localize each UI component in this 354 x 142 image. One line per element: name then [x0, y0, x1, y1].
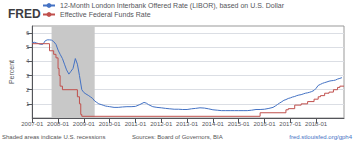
svg-text:6: 6	[26, 30, 30, 36]
svg-text:fred.stlouisfed.org/gph4: fred.stlouisfed.org/gph4	[289, 134, 352, 140]
svg-text:3: 3	[26, 73, 30, 79]
svg-text:2018-01: 2018-01	[305, 121, 328, 127]
svg-text:2011-01: 2011-01	[125, 121, 147, 127]
svg-text:2007-01: 2007-01	[21, 121, 44, 127]
svg-text:2008-01: 2008-01	[47, 121, 70, 127]
svg-text:1: 1	[26, 101, 30, 107]
svg-text:2012-01: 2012-01	[150, 121, 173, 127]
svg-text:2009-01: 2009-01	[73, 121, 96, 127]
svg-text:12-Month London Interbank Offe: 12-Month London Interbank Offered Rate (…	[60, 2, 285, 10]
svg-text:2: 2	[26, 87, 30, 93]
svg-text:2015-01: 2015-01	[228, 121, 251, 127]
svg-text:Sources: Board of Governors, B: Sources: Board of Governors, BIA	[132, 134, 223, 140]
svg-text:Shaded areas indicate U.S. rec: Shaded areas indicate U.S. recessions	[2, 134, 105, 140]
svg-text:FRED: FRED	[8, 7, 41, 21]
svg-text:2010-01: 2010-01	[99, 121, 122, 127]
svg-text:4: 4	[26, 58, 30, 64]
svg-text:2013-01: 2013-01	[176, 121, 199, 127]
svg-text:2016-01: 2016-01	[253, 121, 276, 127]
svg-text:Effective Federal Funds Rate: Effective Federal Funds Rate	[60, 11, 151, 18]
svg-text:2014-01: 2014-01	[202, 121, 225, 127]
svg-text:Percent: Percent	[8, 60, 15, 84]
svg-text:2017-01: 2017-01	[279, 121, 302, 127]
svg-text:5: 5	[26, 44, 30, 50]
